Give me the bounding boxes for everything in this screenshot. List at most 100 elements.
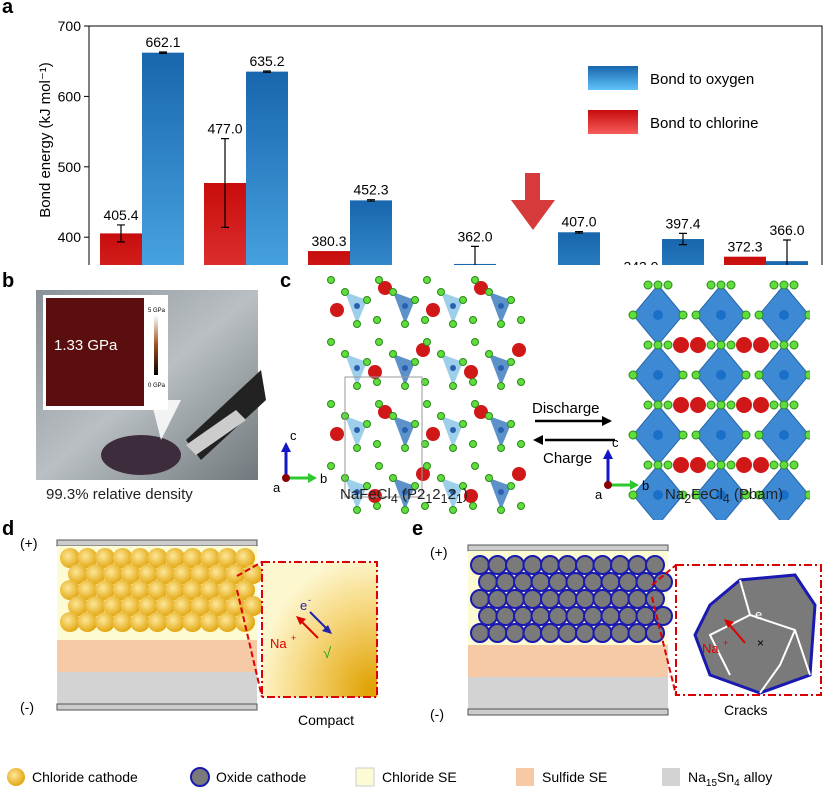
oxide-cathode-particle bbox=[653, 606, 673, 626]
data-label: 477.0 bbox=[207, 121, 242, 137]
y-tick-label: 400 bbox=[58, 229, 82, 245]
cl-atom bbox=[497, 506, 505, 514]
na-atom bbox=[474, 281, 488, 295]
chloride-cathode-particle bbox=[225, 564, 246, 584]
oxide-cathode-particle bbox=[478, 572, 498, 592]
positive-terminal: (+) bbox=[20, 535, 38, 551]
data-label: 337.6 bbox=[415, 263, 450, 265]
oxide-cathode-particle bbox=[470, 555, 490, 575]
fe-atom bbox=[716, 490, 726, 500]
legend-chlorine: Bond to chlorine bbox=[650, 115, 758, 132]
na-atom bbox=[426, 427, 440, 441]
chloride-cathode-particle bbox=[130, 580, 150, 600]
chloride-cathode-particle bbox=[217, 580, 238, 600]
oxide-cathode-particle bbox=[470, 589, 490, 609]
fe-atom bbox=[450, 489, 456, 495]
oxide-cathode-particle bbox=[522, 589, 543, 609]
oxide-cathode-particle bbox=[645, 589, 665, 609]
cl-atom bbox=[373, 502, 381, 510]
fe-atom bbox=[653, 370, 663, 380]
oxide-cathode-particle bbox=[522, 555, 543, 575]
cl-atom bbox=[779, 400, 789, 410]
panel-label-a: a bbox=[2, 0, 14, 18]
cl-atom bbox=[507, 358, 515, 366]
chloride-cathode-particle bbox=[120, 564, 141, 584]
charge-label: Charge bbox=[543, 450, 592, 467]
cl-atom bbox=[389, 474, 397, 482]
chloride-cathode-particle bbox=[77, 580, 98, 600]
unit-cell bbox=[344, 376, 423, 498]
cl-atom bbox=[341, 350, 349, 358]
na-atom bbox=[673, 397, 689, 413]
chloride-cathode-particle bbox=[112, 612, 133, 632]
error-bar bbox=[263, 70, 271, 73]
cl-atom bbox=[779, 340, 789, 350]
chloride-cathode-particle bbox=[112, 548, 133, 568]
cl-atom bbox=[401, 320, 409, 328]
chloride-cathode-particle bbox=[138, 564, 158, 584]
cl-atom bbox=[789, 460, 799, 470]
chloride-cathode-particle bbox=[138, 596, 158, 616]
svg-text:b: b bbox=[320, 471, 327, 486]
cl-atom bbox=[643, 460, 653, 470]
na-atom bbox=[512, 343, 526, 357]
cl-atom bbox=[459, 296, 467, 304]
legend-oxygen: Bond to oxygen bbox=[650, 71, 754, 88]
pellet-caption: 99.3% relative density bbox=[46, 486, 193, 503]
na-atom bbox=[330, 303, 344, 317]
cl-atom bbox=[507, 296, 515, 304]
chloride-cathode-particle bbox=[165, 580, 185, 600]
cl-atom bbox=[643, 280, 653, 290]
cl-atom bbox=[643, 400, 653, 410]
chloride-cathode-particle bbox=[147, 612, 168, 632]
bar-chart: 200300400500600700Ti405.4662.1V477.0635.… bbox=[37, 18, 823, 265]
cl-atom bbox=[497, 382, 505, 390]
cl-atom bbox=[691, 310, 701, 320]
oxide-cathode-particle bbox=[592, 555, 613, 575]
cl-atom bbox=[789, 400, 799, 410]
na-atom bbox=[426, 303, 440, 317]
chloride-cathode-particle bbox=[217, 612, 238, 632]
cl-atom bbox=[678, 490, 688, 500]
cl-atom bbox=[678, 430, 688, 440]
oxide-cathode-particle bbox=[505, 555, 525, 575]
cl-atom bbox=[643, 340, 653, 350]
cracked-cell-diagram: e Na + × (+) (-) Cracks bbox=[430, 544, 822, 722]
chloride-cathode-particle bbox=[208, 596, 228, 616]
data-label: 380.3 bbox=[311, 233, 346, 249]
cl-atom bbox=[327, 400, 335, 408]
cl-atom bbox=[706, 460, 716, 470]
oxide-cathode-particle bbox=[610, 589, 630, 609]
cl-atom bbox=[375, 338, 383, 346]
chloride-cathode-particle bbox=[85, 596, 106, 616]
negative-terminal: (-) bbox=[20, 699, 34, 715]
cl-atom bbox=[769, 460, 779, 470]
fe-atom bbox=[716, 430, 726, 440]
error-bar bbox=[117, 224, 125, 243]
data-label: 405.4 bbox=[103, 207, 138, 223]
na-atom bbox=[673, 337, 689, 353]
cl-atom bbox=[741, 370, 751, 380]
cl-atom bbox=[341, 288, 349, 296]
chloride-cathode-particle bbox=[130, 548, 150, 568]
na-atom bbox=[378, 405, 392, 419]
svg-text:+: + bbox=[723, 638, 728, 648]
na-atom bbox=[474, 405, 488, 419]
oxide-cathode-particle bbox=[557, 589, 578, 609]
oxide-cathode-particle bbox=[627, 589, 648, 609]
oxide-cathode-particle bbox=[575, 623, 595, 643]
crystal-structures: Discharge Charge c b a c b a bbox=[273, 276, 810, 520]
cl-atom bbox=[375, 400, 383, 408]
cl-atom bbox=[507, 482, 515, 490]
cl-atom bbox=[741, 310, 751, 320]
cl-atom bbox=[653, 280, 663, 290]
cl-atom bbox=[469, 502, 477, 510]
cl-atom bbox=[373, 440, 381, 448]
chloride-cathode-particle bbox=[147, 548, 168, 568]
cl-atom bbox=[469, 316, 477, 324]
oxide-cathode-particle bbox=[645, 555, 665, 575]
legend-sulfide-se: Sulfide SE bbox=[542, 769, 607, 785]
oxide-cathode-particle bbox=[618, 606, 638, 626]
oxide-cathode-particle bbox=[583, 606, 603, 626]
